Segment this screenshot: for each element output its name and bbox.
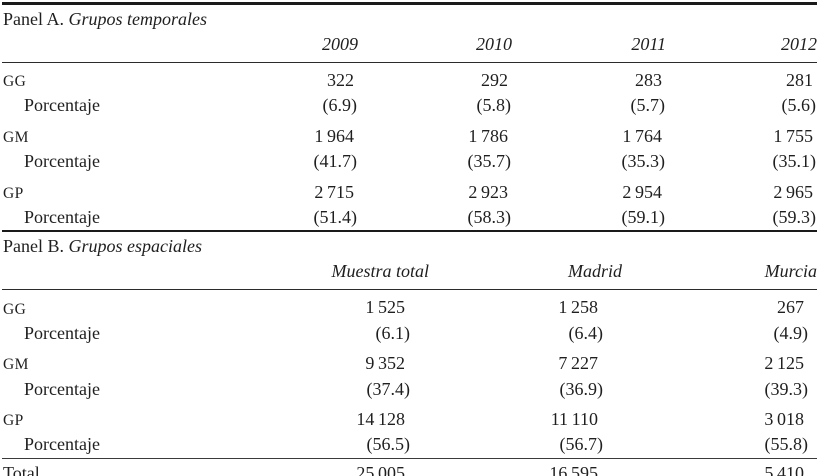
panel-b-header-row: Muestra total Madrid Murcia bbox=[2, 260, 817, 291]
cell-value: (4.9) bbox=[773, 322, 809, 343]
cell-value: 283 bbox=[635, 70, 662, 90]
panel-a-table: 2009 2010 2011 2012 GG 322 292 283 281 P… bbox=[2, 33, 817, 230]
cell-value: (55.8) bbox=[764, 434, 809, 455]
cell-value: 3 018 bbox=[764, 408, 804, 429]
cell-value: 7 227 bbox=[558, 353, 598, 374]
row-label: GM bbox=[3, 129, 29, 147]
column-header-2009: 2009 bbox=[204, 33, 358, 63]
cell-value: 1 525 bbox=[365, 297, 405, 318]
column-header-2010: 2010 bbox=[358, 33, 512, 63]
panel-a-title-italic: Grupos temporales bbox=[68, 9, 208, 29]
cell-value: 322 bbox=[327, 70, 354, 90]
cell-value: 11 110 bbox=[550, 408, 598, 429]
column-header-2012: 2012 bbox=[666, 33, 817, 63]
row-label: GM bbox=[3, 356, 29, 374]
panel-a-header-row: 2009 2010 2011 2012 bbox=[2, 33, 817, 63]
cell-value: 2 954 bbox=[622, 181, 662, 202]
cell-value: (59.3) bbox=[772, 206, 817, 227]
cell-value: 2 923 bbox=[468, 181, 508, 202]
row-label: GG bbox=[3, 300, 27, 318]
cell-value: 2 715 bbox=[314, 181, 354, 202]
cell-value: 25 005 bbox=[204, 457, 429, 476]
table-row-porcentaje: Porcentaje (51.4) (58.3) (59.1) (59.3) bbox=[2, 205, 817, 230]
table-row-porcentaje: Porcentaje (6.1) (6.4) (4.9) bbox=[2, 321, 817, 346]
cell-value: (37.4) bbox=[366, 378, 411, 399]
cell-value: (58.3) bbox=[467, 206, 512, 227]
row-label: Porcentaje bbox=[24, 95, 100, 116]
cell-value: (35.3) bbox=[621, 151, 666, 172]
cell-value: (6.4) bbox=[568, 322, 604, 343]
table-row-porcentaje: Porcentaje (56.5) (56.7) (55.8) bbox=[2, 432, 817, 458]
row-label: Porcentaje bbox=[24, 434, 100, 455]
cell-value: 267 bbox=[777, 297, 804, 318]
panel-b-title-prefix: Panel B. bbox=[3, 236, 64, 257]
panel-b-title: Panel B. Grupos espaciales bbox=[2, 232, 817, 260]
cell-value: 292 bbox=[481, 70, 508, 90]
cell-value: 1 258 bbox=[558, 297, 598, 318]
table-row-total: Total 25 005 16 595 5 410 bbox=[2, 457, 817, 476]
table-row-porcentaje: Porcentaje (37.4) (36.9) (39.3) bbox=[2, 377, 817, 402]
cell-value: (5.7) bbox=[630, 95, 666, 116]
cell-value: (6.1) bbox=[375, 322, 411, 343]
panel-b-title-italic: Grupos espaciales bbox=[68, 236, 203, 257]
column-header-murcia: Murcia bbox=[622, 260, 817, 291]
table-row-porcentaje: Porcentaje (41.7) (35.7) (35.3) (35.1) bbox=[2, 149, 817, 174]
cell-value: 281 bbox=[786, 70, 813, 90]
cell-value: (56.5) bbox=[366, 434, 411, 455]
cell-value: 9 352 bbox=[365, 353, 405, 374]
panel-a-section: Panel A. Grupos temporales 2009 2010 201… bbox=[2, 5, 817, 230]
row-label: Porcentaje bbox=[24, 151, 100, 172]
panel-a-title: Panel A. Grupos temporales bbox=[2, 5, 817, 33]
cell-value: (56.7) bbox=[559, 434, 604, 455]
column-header-madrid: Madrid bbox=[429, 260, 622, 291]
column-header-2011: 2011 bbox=[512, 33, 666, 63]
cell-value: 1 786 bbox=[468, 125, 508, 146]
row-label: Porcentaje bbox=[24, 378, 100, 399]
cell-value: 1 964 bbox=[314, 125, 354, 146]
cell-value: (39.3) bbox=[764, 378, 809, 399]
header-spacer bbox=[2, 260, 204, 291]
top-rule bbox=[2, 2, 817, 5]
cell-value: (51.4) bbox=[313, 206, 358, 227]
row-label: Porcentaje bbox=[24, 206, 100, 227]
table-row-gg: GG 322 292 283 281 bbox=[2, 63, 817, 94]
cell-value: (5.8) bbox=[476, 95, 512, 116]
row-label: GP bbox=[3, 184, 24, 202]
panel-b-table: Muestra total Madrid Murcia GG 1 525 1 2… bbox=[2, 260, 817, 476]
cell-value: (59.1) bbox=[621, 206, 666, 227]
row-label: Porcentaje bbox=[24, 322, 100, 343]
table-row-gg: GG 1 525 1 258 267 bbox=[2, 290, 817, 321]
cell-value: (36.9) bbox=[559, 378, 604, 399]
row-label: GP bbox=[3, 412, 24, 430]
panel-b-section: Panel B. Grupos espaciales Muestra total… bbox=[2, 230, 817, 476]
cell-value: (5.6) bbox=[781, 95, 817, 116]
cell-value: 5 410 bbox=[622, 457, 817, 476]
cell-value: 14 128 bbox=[356, 408, 405, 429]
row-label: GG bbox=[3, 73, 27, 91]
cell-value: 16 595 bbox=[429, 457, 622, 476]
table-row-gp: GP 14 128 11 110 3 018 bbox=[2, 402, 817, 432]
cell-value: (41.7) bbox=[313, 151, 358, 172]
table-row-gm: GM 9 352 7 227 2 125 bbox=[2, 346, 817, 376]
panel-a-title-prefix: Panel A. bbox=[3, 9, 64, 29]
table-row-gp: GP 2 715 2 923 2 954 2 965 bbox=[2, 175, 817, 205]
table-row-gm: GM 1 964 1 786 1 764 1 755 bbox=[2, 119, 817, 149]
cell-value: (35.1) bbox=[772, 151, 817, 172]
cell-value: 1 764 bbox=[622, 125, 662, 146]
header-spacer bbox=[2, 33, 204, 63]
cell-value: (35.7) bbox=[467, 151, 512, 172]
table-row-porcentaje: Porcentaje (6.9) (5.8) (5.7) (5.6) bbox=[2, 93, 817, 118]
cell-value: (6.9) bbox=[322, 95, 358, 116]
row-label: Total bbox=[2, 457, 204, 476]
cell-value: 2 125 bbox=[764, 353, 804, 374]
cell-value: 2 965 bbox=[773, 181, 813, 202]
column-header-muestra-total: Muestra total bbox=[204, 260, 429, 291]
cell-value: 1 755 bbox=[773, 125, 813, 146]
